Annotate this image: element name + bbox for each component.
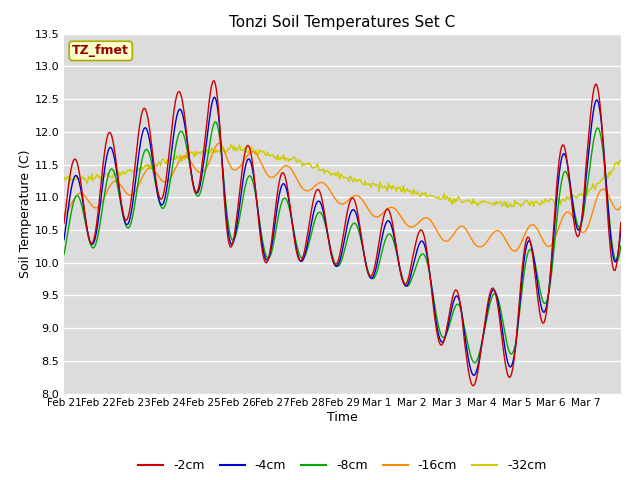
Y-axis label: Soil Temperature (C): Soil Temperature (C) [19, 149, 31, 278]
Legend: -2cm, -4cm, -8cm, -16cm, -32cm: -2cm, -4cm, -8cm, -16cm, -32cm [133, 455, 552, 477]
Text: TZ_fmet: TZ_fmet [72, 44, 129, 58]
Title: Tonzi Soil Temperatures Set C: Tonzi Soil Temperatures Set C [229, 15, 456, 30]
X-axis label: Time: Time [327, 411, 358, 424]
